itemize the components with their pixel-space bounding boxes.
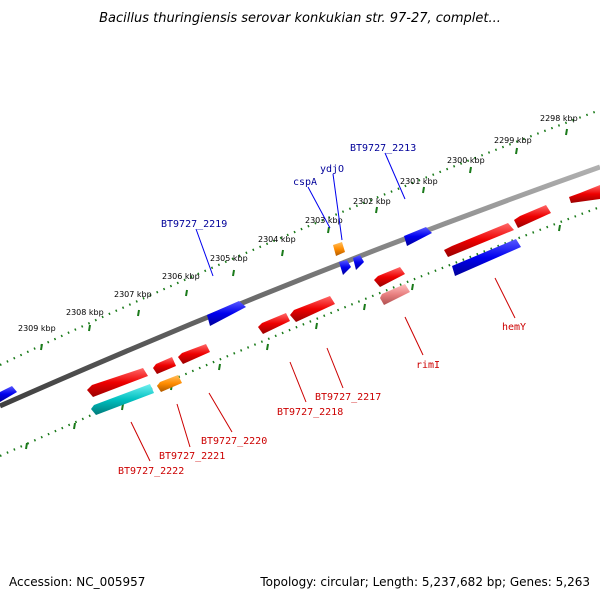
forward-gene[interactable] xyxy=(353,255,364,270)
scale-label: 2301 kbp xyxy=(400,177,438,186)
forward-gene[interactable] xyxy=(333,242,345,256)
reverse-label-leaders xyxy=(130,277,516,462)
forward-gene-labels: BT9727_2213 ydjO cspA BT9727_2219 xyxy=(161,143,416,230)
gene-label-bt9727-2219[interactable]: BT9727_2219 xyxy=(161,219,227,230)
scale-label: 2306 kbp xyxy=(162,272,200,281)
gene-label-bt9727-2217[interactable]: BT9727_2217 xyxy=(315,392,381,403)
forward-gene[interactable] xyxy=(404,227,432,246)
scale-label: 2298 kbp xyxy=(540,114,578,123)
reverse-gene[interactable] xyxy=(452,239,521,276)
reverse-gene[interactable] xyxy=(258,313,290,334)
reverse-gene[interactable] xyxy=(380,284,410,305)
reverse-gene[interactable] xyxy=(569,185,600,203)
reverse-gene[interactable] xyxy=(91,384,154,415)
scale-label: 2307 kbp xyxy=(114,290,152,299)
reverse-gene[interactable] xyxy=(444,223,514,257)
reverse-genes xyxy=(87,185,600,415)
scale-label: 2299 kbp xyxy=(494,136,532,145)
accession-text: Accession: NC_005957 xyxy=(9,575,145,589)
gene-label-bt9727-2221[interactable]: BT9727_2221 xyxy=(159,451,225,462)
scale-label: 2308 kbp xyxy=(66,308,104,317)
scale-label: 2302 kbp xyxy=(353,197,391,206)
genome-backbone xyxy=(0,164,600,409)
reverse-gene-labels: hemY rimI BT9727_2217 BT9727_2218 BT9727… xyxy=(118,322,526,477)
gene-label-ydjo[interactable]: ydjO xyxy=(320,164,344,175)
outer-major-ticks xyxy=(40,128,568,351)
reverse-gene[interactable] xyxy=(290,296,335,322)
gene-label-bt9727-2222[interactable]: BT9727_2222 xyxy=(118,466,184,477)
gene-label-rimi[interactable]: rimI xyxy=(416,360,440,371)
forward-gene[interactable] xyxy=(207,301,246,326)
gene-label-cspa[interactable]: cspA xyxy=(293,177,317,188)
reverse-gene[interactable] xyxy=(153,357,176,374)
scale-label: 2303 kbp xyxy=(305,216,343,225)
scale-labels: 2298 kbp 2299 kbp 2300 kbp 2301 kbp 2302… xyxy=(18,114,578,333)
reverse-gene[interactable] xyxy=(87,368,148,397)
forward-genes xyxy=(0,227,432,402)
gene-label-hemy[interactable]: hemY xyxy=(502,322,526,333)
forward-gene[interactable] xyxy=(339,260,351,275)
topology-text: Topology: circular; Length: 5,237,682 bp… xyxy=(259,575,590,589)
reverse-gene[interactable] xyxy=(374,267,405,287)
scale-label: 2309 kbp xyxy=(18,324,56,333)
map-title: Bacillus thuringiensis serovar konkukian… xyxy=(99,11,501,26)
reverse-gene[interactable] xyxy=(157,375,182,392)
gene-label-bt9727-2220[interactable]: BT9727_2220 xyxy=(201,436,267,447)
reverse-gene[interactable] xyxy=(178,344,210,364)
forward-label-leaders xyxy=(195,152,406,277)
scale-label: 2300 kbp xyxy=(447,156,485,165)
reverse-gene[interactable] xyxy=(514,205,551,228)
scale-label: 2304 kbp xyxy=(258,235,296,244)
forward-gene[interactable] xyxy=(0,386,17,402)
gene-label-bt9727-2213[interactable]: BT9727_2213 xyxy=(350,143,416,154)
scale-label: 2305 kbp xyxy=(210,254,248,263)
gene-label-bt9727-2218[interactable]: BT9727_2218 xyxy=(277,407,343,418)
